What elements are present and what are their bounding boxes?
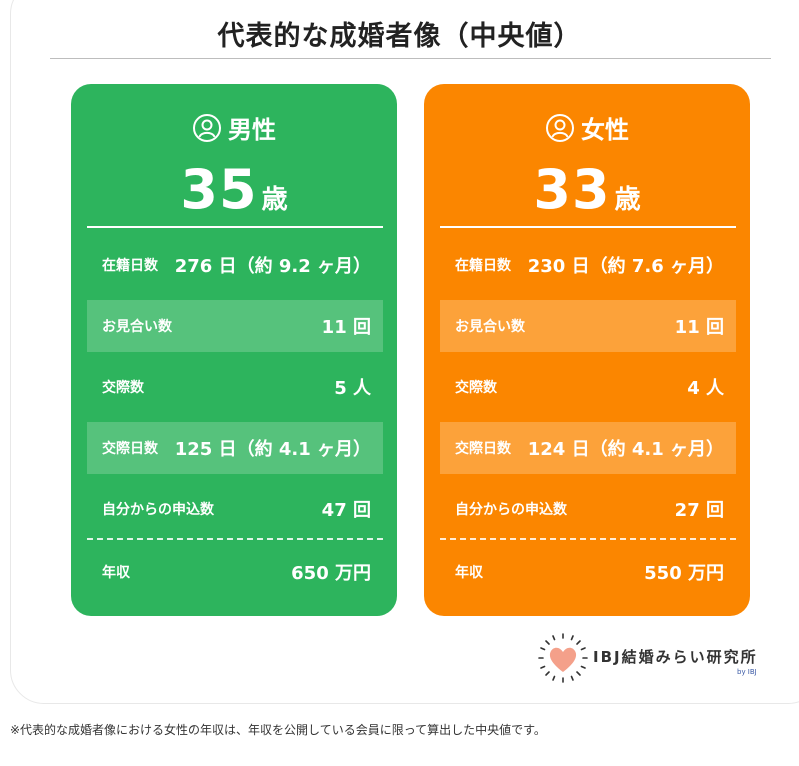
- male-gender-label: 男性: [228, 116, 276, 144]
- row-label: お見合い数: [102, 319, 172, 335]
- row-value: 11 回: [674, 317, 724, 338]
- male-row-omiai-count: お見合い数 11 回: [87, 300, 383, 352]
- male-row-dating-days: 交際日数 125 日（約 4.1 ヶ月）: [87, 422, 383, 474]
- male-age-divider: [87, 226, 383, 228]
- row-value: 11 回: [321, 317, 371, 338]
- row-value: 650 万円: [291, 563, 371, 584]
- row-value: 5 人: [334, 378, 371, 399]
- row-label: 交際日数: [102, 441, 158, 457]
- female-row-dating-count: 交際数 4 人: [440, 361, 736, 413]
- row-label: 交際数: [102, 380, 144, 396]
- person-icon: [546, 113, 574, 142]
- male-dashed-divider: [87, 538, 383, 540]
- male-card: 男性 35 歳 在籍日数 276 日（約 9.2 ヶ月） お見合い数 11 回 交…: [71, 84, 397, 616]
- female-row-annual-income: 年収 550 万円: [440, 546, 736, 598]
- row-value: 276 日（約 9.2 ヶ月）: [174, 256, 371, 277]
- row-value: 124 日（約 4.1 ヶ月）: [527, 439, 724, 460]
- row-label: お見合い数: [455, 319, 525, 335]
- female-gender-label: 女性: [581, 116, 629, 144]
- row-label: 自分からの申込数: [102, 502, 214, 518]
- female-age-value: 33: [533, 158, 611, 221]
- row-value: 47 回: [321, 500, 371, 521]
- row-value: 550 万円: [644, 563, 724, 584]
- row-label: 在籍日数: [102, 258, 158, 274]
- female-age-unit: 歳: [614, 185, 641, 215]
- female-age: 33 歳: [424, 158, 750, 221]
- row-value: 125 日（約 4.1 ヶ月）: [174, 439, 371, 460]
- row-label: 年収: [455, 565, 483, 581]
- female-row-dating-days: 交際日数 124 日（約 4.1 ヶ月）: [440, 422, 736, 474]
- ibj-research-logo: IBJ結婚みらい研究所 by IBJ: [537, 632, 787, 684]
- logo-text: IBJ結婚みらい研究所: [593, 648, 758, 666]
- female-row-own-applications: 自分からの申込数 27 回: [440, 483, 736, 535]
- male-row-own-applications: 自分からの申込数 47 回: [87, 483, 383, 535]
- row-label: 年収: [102, 565, 130, 581]
- female-dashed-divider: [440, 538, 736, 540]
- title-divider: [50, 58, 771, 59]
- male-row-annual-income: 年収 650 万円: [87, 546, 383, 598]
- row-value: 230 日（約 7.6 ヶ月）: [527, 256, 724, 277]
- female-row-omiai-count: お見合い数 11 回: [440, 300, 736, 352]
- logo-by-text: by IBJ: [737, 668, 757, 676]
- row-label: 在籍日数: [455, 258, 511, 274]
- male-row-dating-count: 交際数 5 人: [87, 361, 383, 413]
- page-title: 代表的な成婚者像（中央値）: [217, 21, 582, 52]
- person-icon: [193, 113, 221, 142]
- footnote: ※代表的な成婚者像における女性の年収は、年収を公開している会員に限って算出した中…: [10, 723, 546, 737]
- row-label: 自分からの申込数: [455, 502, 567, 518]
- heart-sun-icon: [538, 633, 588, 683]
- row-value: 27 回: [674, 500, 724, 521]
- female-row-enrollment-days: 在籍日数 230 日（約 7.6 ヶ月）: [440, 239, 736, 291]
- male-row-enrollment-days: 在籍日数 276 日（約 9.2 ヶ月）: [87, 239, 383, 291]
- male-gender-heading: 男性: [71, 110, 397, 145]
- row-label: 交際数: [455, 380, 497, 396]
- female-card: 女性 33 歳 在籍日数 230 日（約 7.6 ヶ月） お見合い数 11 回 交…: [424, 84, 750, 616]
- male-age-value: 35: [180, 158, 258, 221]
- row-label: 交際日数: [455, 441, 511, 457]
- male-age: 35 歳: [71, 158, 397, 221]
- female-age-divider: [440, 226, 736, 228]
- male-age-unit: 歳: [261, 185, 288, 215]
- row-value: 4 人: [687, 378, 724, 399]
- female-gender-heading: 女性: [424, 110, 750, 145]
